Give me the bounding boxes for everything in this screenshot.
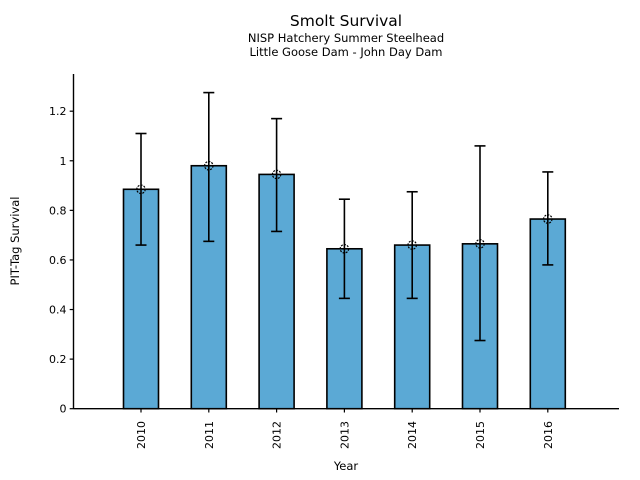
mean-marker-2013: [339, 243, 350, 254]
x-tick-label: 2013: [338, 421, 351, 449]
chart-subtitle-1: NISP Hatchery Summer Steelhead: [247, 31, 445, 45]
x-tick-label: 2014: [406, 421, 419, 449]
x-tick-label: 2016: [542, 421, 555, 449]
y-tick-label: 0.2: [49, 353, 67, 366]
mean-marker-2016: [542, 214, 553, 224]
y-tick-label: 0: [60, 403, 67, 416]
x-tick-label: 2012: [271, 421, 284, 449]
mean-marker-2012: [271, 169, 282, 180]
x-tick-label: 2010: [135, 421, 148, 449]
y-tick-label: 0.4: [49, 304, 67, 317]
x-axis-label: Year: [333, 459, 359, 473]
y-tick-label: 1: [60, 155, 67, 168]
mean-marker-2015: [475, 239, 485, 249]
y-tick-label: 0.6: [49, 254, 67, 267]
x-tick-label: 2015: [474, 421, 487, 449]
x-tick-label: 2011: [203, 421, 216, 449]
mean-marker-2010: [136, 184, 146, 195]
mean-marker-2014: [407, 240, 417, 250]
chart-subtitle-2: Little Goose Dam - John Day Dam: [249, 45, 443, 59]
mean-marker-2011: [204, 160, 214, 171]
chart-title: Smolt Survival: [289, 12, 403, 30]
y-tick-label: 0.8: [49, 204, 67, 217]
y-tick-label: 1.2: [49, 105, 67, 118]
